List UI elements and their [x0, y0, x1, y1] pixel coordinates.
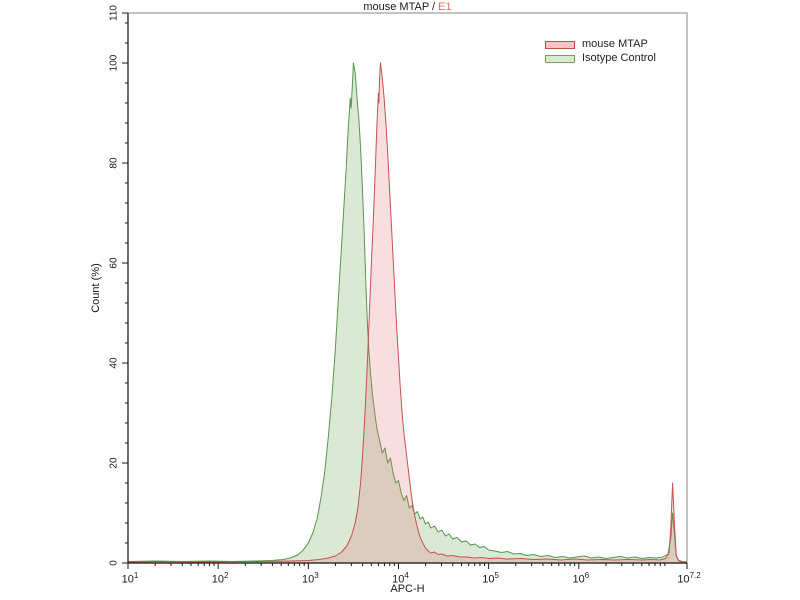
x-tick-label: 102	[211, 571, 229, 586]
chart-title-accent: E1	[438, 1, 452, 13]
x-tick-label: 103	[301, 571, 319, 586]
x-tick-label: 101	[121, 571, 139, 586]
y-axis-title: Count (%)	[90, 263, 102, 313]
series-line-1	[127, 62, 688, 563]
series-line-0	[127, 62, 688, 563]
legend-label: mouse MTAP	[582, 38, 648, 50]
y-tick-label: 0	[108, 560, 120, 566]
y-tick-label: 100	[108, 54, 120, 72]
x-tick-label: 104	[392, 571, 409, 586]
x-axis-title: APC-H	[390, 583, 425, 595]
y-tick-label: 60	[108, 257, 120, 269]
x-tick-label: 105	[482, 571, 499, 586]
y-tick-label: 20	[108, 457, 120, 469]
y-tick-label: 40	[108, 357, 120, 369]
x-tick-label: 106	[572, 571, 590, 586]
chart-title: mouse MTAP / E1	[128, 1, 687, 13]
series-fill-1	[128, 63, 687, 563]
y-tick-label: 80	[108, 157, 120, 169]
legend-item-1: Isotype Control	[545, 53, 656, 64]
legend-swatch-icon	[545, 40, 575, 49]
y-tick-label: 110	[108, 5, 120, 21]
x-tick-label: 107.2	[677, 571, 701, 586]
legend-swatch-icon	[545, 54, 575, 63]
chart-title-main: mouse MTAP /	[363, 1, 439, 13]
legend-item-0: mouse MTAP	[545, 39, 656, 50]
legend-label: Isotype Control	[582, 52, 656, 64]
legend: mouse MTAP Isotype Control	[545, 39, 656, 64]
